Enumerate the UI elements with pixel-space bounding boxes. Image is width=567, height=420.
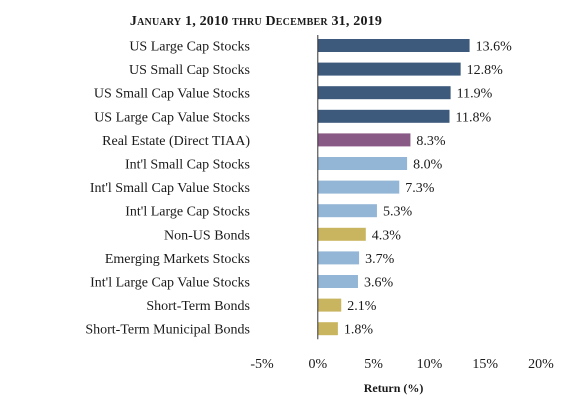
x-tick-label: 15% bbox=[472, 357, 498, 372]
x-axis-title: Return (%) bbox=[364, 381, 424, 395]
category-labels-group: US Large Cap Stocks US Small Cap Stocks US… bbox=[85, 40, 250, 338]
value-label: 4.3% bbox=[372, 228, 402, 243]
value-label: 11.9% bbox=[457, 87, 493, 102]
value-labels-group: 13.6% 12.8% 11.9% 11.8% 8.3% 8.0% 7.3% 5.3% 4.3%… bbox=[344, 40, 512, 338]
value-label: 8.0% bbox=[413, 158, 443, 173]
value-label: 2.1% bbox=[347, 299, 377, 314]
bar bbox=[317, 251, 360, 265]
category-label: Real Estate (Direct TIAA) bbox=[102, 134, 250, 149]
chart-title: January 1, 2010 thru December 31, 2019 bbox=[130, 14, 382, 29]
category-label: Int'l Large Cap Value Stocks bbox=[90, 276, 250, 291]
bar bbox=[317, 39, 470, 52]
x-ticks-group: -5% 0% 5% 10% 15% 20% bbox=[250, 357, 554, 372]
value-label: 8.3% bbox=[416, 134, 446, 149]
value-label: 7.3% bbox=[405, 181, 435, 196]
bars-group bbox=[317, 39, 470, 336]
category-label: US Large Cap Value Stocks bbox=[94, 110, 250, 125]
x-tick-label: 10% bbox=[417, 357, 443, 372]
value-label: 1.8% bbox=[344, 323, 374, 338]
value-label: 13.6% bbox=[476, 40, 513, 55]
bar bbox=[317, 298, 342, 312]
value-label: 5.3% bbox=[383, 205, 413, 220]
category-label: Emerging Markets Stocks bbox=[105, 252, 250, 267]
category-label: US Small Cap Value Stocks bbox=[94, 87, 250, 102]
bar bbox=[317, 62, 461, 76]
value-label: 3.6% bbox=[364, 276, 394, 291]
bar bbox=[317, 180, 400, 194]
value-label: 11.8% bbox=[455, 110, 491, 125]
x-tick-label: -5% bbox=[250, 357, 274, 372]
bar bbox=[317, 227, 366, 241]
category-label: Int'l Large Cap Stocks bbox=[125, 205, 250, 220]
x-tick-label: 20% bbox=[528, 357, 554, 372]
category-label: US Large Cap Stocks bbox=[129, 40, 250, 55]
category-label: Non-US Bonds bbox=[164, 228, 250, 243]
value-label: 12.8% bbox=[467, 63, 504, 78]
bar bbox=[317, 157, 408, 170]
value-label: 3.7% bbox=[365, 252, 395, 267]
category-label: Short-Term Bonds bbox=[146, 299, 250, 314]
category-label: Int'l Small Cap Value Stocks bbox=[90, 181, 250, 196]
bar bbox=[317, 86, 451, 100]
bar bbox=[317, 275, 358, 288]
bar bbox=[317, 322, 338, 336]
category-label: Int'l Small Cap Stocks bbox=[125, 158, 250, 173]
bar bbox=[317, 109, 450, 123]
category-label: US Small Cap Stocks bbox=[129, 63, 250, 78]
bar bbox=[317, 133, 411, 147]
category-label: Short-Term Municipal Bonds bbox=[85, 323, 250, 338]
bar bbox=[317, 204, 377, 218]
x-tick-label: 0% bbox=[308, 357, 327, 372]
x-tick-label: 5% bbox=[364, 357, 383, 372]
